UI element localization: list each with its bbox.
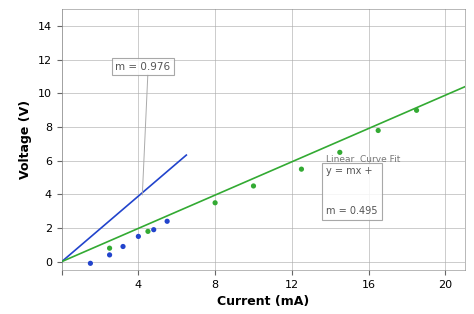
- Point: [106, 252, 113, 257]
- Y-axis label: Voltage (V): Voltage (V): [19, 100, 32, 179]
- Point: [106, 246, 113, 251]
- Point: [164, 219, 171, 224]
- Point: [135, 234, 142, 239]
- Point: [250, 183, 257, 188]
- Point: [298, 167, 305, 172]
- Point: [119, 244, 127, 249]
- Point: [413, 108, 420, 113]
- Point: [374, 128, 382, 133]
- Text: y = mx +

m = 0.495: y = mx + m = 0.495: [327, 166, 378, 216]
- Point: [150, 227, 157, 232]
- Text: m = 0.976: m = 0.976: [115, 62, 171, 72]
- Point: [211, 200, 219, 205]
- X-axis label: Current (mA): Current (mA): [217, 295, 309, 308]
- Point: [336, 150, 344, 155]
- Point: [87, 261, 94, 266]
- Point: [144, 229, 152, 234]
- Text: Linear  Curve Fit: Linear Curve Fit: [327, 155, 401, 164]
